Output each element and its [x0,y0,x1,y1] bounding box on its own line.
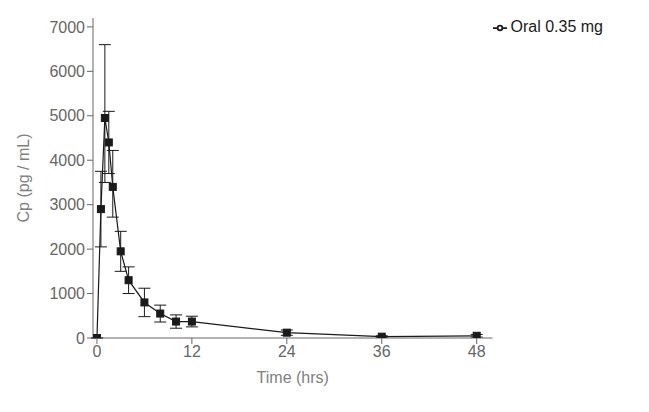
svg-text:1000: 1000 [49,285,85,302]
svg-text:0: 0 [76,330,85,347]
svg-text:12: 12 [183,343,201,360]
svg-text:0: 0 [93,343,102,360]
svg-text:2000: 2000 [49,241,85,258]
svg-text:36: 36 [373,343,391,360]
svg-text:6000: 6000 [49,63,85,80]
svg-text:3000: 3000 [49,196,85,213]
svg-text:Time (hrs): Time (hrs) [257,369,329,386]
svg-text:5000: 5000 [49,107,85,124]
svg-text:Cp (pg / mL): Cp (pg / mL) [15,134,32,223]
svg-text:24: 24 [278,343,296,360]
svg-text:7000: 7000 [49,19,85,36]
svg-text:4000: 4000 [49,152,85,169]
svg-text:48: 48 [468,343,486,360]
html-text:Oral 0.35 mg: Oral 0.35 mg [510,18,603,35]
